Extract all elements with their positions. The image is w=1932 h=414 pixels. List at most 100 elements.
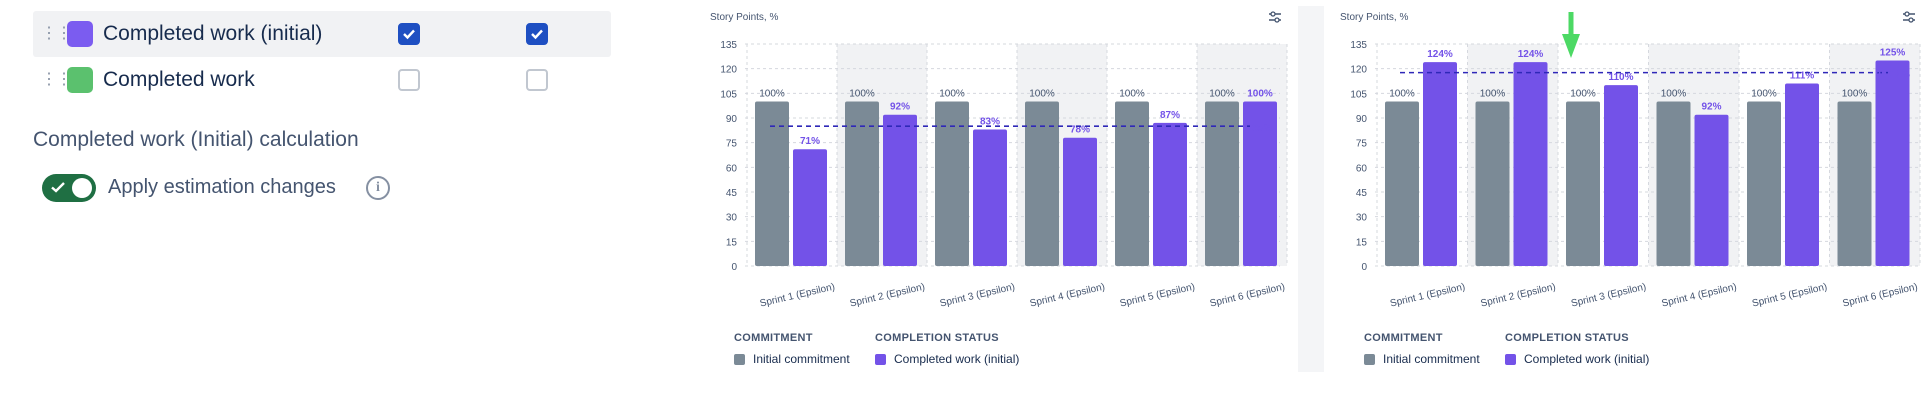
average-value-label: 85% <box>1252 123 1272 134</box>
y-axis-label: Story Points, % <box>710 12 778 23</box>
series-row-completed-work[interactable]: ⋮⋮ Completed work <box>33 57 611 103</box>
completion-bar <box>883 114 917 266</box>
legend-item-completed-work-initial[interactable]: Completed work (initial) <box>1505 352 1649 366</box>
commitment-bar <box>1205 101 1239 266</box>
chart-after: Story Points, % 0 15 30 45 60 75 90 105 120 135 100… <box>1330 0 1930 414</box>
legend-label: Initial commitment <box>753 352 850 366</box>
x-tick-label: Sprint 2 (Epsilon) <box>1480 282 1557 310</box>
y-tick-label: 15 <box>726 237 738 248</box>
y-tick-label: 120 <box>720 65 737 76</box>
commitment-value-label: 100% <box>1661 89 1687 100</box>
commitment-bar <box>1025 101 1059 266</box>
y-tick-label: 0 <box>1361 262 1367 273</box>
legend-swatch <box>1505 353 1516 365</box>
commitment-bar <box>845 101 879 266</box>
commitment-value-label: 100% <box>1751 89 1777 100</box>
y-tick-label: 105 <box>720 89 737 100</box>
toggle-knob <box>72 178 92 198</box>
x-tick-label: Sprint 6 (Epsilon) <box>1842 282 1919 310</box>
completion-bar <box>1153 122 1187 266</box>
completion-value-label: 124% <box>1427 49 1453 60</box>
y-tick-label: 45 <box>1356 188 1368 199</box>
x-tick-label: Sprint 2 (Epsilon) <box>849 282 926 310</box>
check-icon <box>51 182 65 193</box>
commitment-bar <box>1566 101 1600 266</box>
completion-bar <box>1694 114 1729 266</box>
chart-settings-icon[interactable] <box>1268 11 1282 23</box>
commitment-bar <box>1385 101 1419 266</box>
y-axis-label: Story Points, % <box>1340 12 1408 23</box>
y-tick-label: 30 <box>726 213 738 224</box>
apply-estimation-toggle[interactable] <box>42 174 96 202</box>
y-tick-label: 135 <box>720 40 737 51</box>
completion-value-label: 71% <box>800 136 820 147</box>
drag-handle-icon[interactable]: ⋮⋮ <box>41 71 72 88</box>
apply-estimation-label: Apply estimation changes <box>108 176 336 198</box>
commitment-bar <box>1656 101 1691 266</box>
legend-item-initial-commitment[interactable]: Initial commitment <box>734 352 850 366</box>
show-in-chart1-checkbox[interactable] <box>398 23 420 45</box>
completion-value-label: 92% <box>1701 102 1721 113</box>
y-tick-label: 0 <box>731 262 737 273</box>
legend-commitment-header: COMMITMENT <box>1364 332 1443 344</box>
completion-value-label: 110% <box>1608 72 1633 83</box>
completion-value-label: 100% <box>1247 89 1273 100</box>
y-tick-label: 135 <box>1350 40 1367 51</box>
completion-bar <box>1604 85 1638 266</box>
legend-item-completed-work-initial[interactable]: Completed work (initial) <box>875 352 1019 366</box>
completion-value-label: 125% <box>1880 47 1906 58</box>
legend-completion-header: COMPLETION STATUS <box>1505 332 1629 344</box>
legend-swatch <box>875 353 886 365</box>
series-color-swatch[interactable] <box>67 67 93 93</box>
commitment-value-label: 100% <box>1842 89 1868 100</box>
show-in-chart1-checkbox[interactable] <box>398 69 420 91</box>
y-tick-label: 120 <box>1350 65 1367 76</box>
bar-chart-svg: Story Points, % 0 15 30 45 60 75 90 105 120 135 100… <box>1340 12 1921 310</box>
commitment-bar <box>1475 101 1510 266</box>
series-color-swatch[interactable] <box>67 21 93 47</box>
commitment-value-label: 100% <box>1029 89 1055 100</box>
commitment-value-label: 100% <box>1209 89 1235 100</box>
completion-value-label: 83% <box>980 117 1000 128</box>
commitment-value-label: 100% <box>759 89 785 100</box>
drag-handle-icon[interactable]: ⋮⋮ <box>41 25 72 42</box>
y-tick-label: 45 <box>726 188 738 199</box>
series-label: Completed work (initial) <box>103 22 323 45</box>
y-tick-label: 90 <box>726 114 738 125</box>
commitment-value-label: 100% <box>1389 89 1415 100</box>
x-tick-label: Sprint 5 (Epsilon) <box>1751 282 1828 310</box>
commitment-value-label: 100% <box>1570 89 1596 100</box>
completion-value-label: 78% <box>1070 125 1090 136</box>
legend-swatch <box>1364 353 1375 365</box>
legend-label: Completed work (initial) <box>894 352 1020 366</box>
y-tick-label: 75 <box>1356 139 1368 150</box>
commitment-value-label: 100% <box>1119 89 1145 100</box>
show-in-chart2-checkbox[interactable] <box>526 23 548 45</box>
completion-bar <box>1063 137 1097 266</box>
y-tick-label: 90 <box>1356 114 1368 125</box>
legend-item-initial-commitment[interactable]: Initial commitment <box>1364 352 1480 366</box>
completion-value-label: 92% <box>890 102 910 113</box>
y-tick-label: 60 <box>726 163 738 174</box>
commitment-value-label: 100% <box>939 89 965 100</box>
info-icon[interactable]: i <box>366 176 390 200</box>
chart-before: Story Points, % 0 15 30 45 60 75 90 105 120 135 100… <box>700 0 1290 414</box>
series-row-completed-work-initial[interactable]: ⋮⋮ Completed work (initial) <box>33 11 611 57</box>
show-in-chart2-checkbox[interactable] <box>526 69 548 91</box>
y-tick-label: 30 <box>1356 213 1368 224</box>
commitment-value-label: 100% <box>1480 89 1506 100</box>
annotation-arrow-icon <box>1562 12 1580 58</box>
completion-bar <box>793 149 827 266</box>
legend-label: Completed work (initial) <box>1524 352 1650 366</box>
chart-divider <box>1298 6 1324 372</box>
x-tick-label: Sprint 6 (Epsilon) <box>1209 282 1286 310</box>
completion-value-label: 87% <box>1160 110 1180 121</box>
x-tick-label: Sprint 5 (Epsilon) <box>1119 282 1196 310</box>
y-tick-label: 105 <box>1350 89 1367 100</box>
legend-completion-header: COMPLETION STATUS <box>875 332 999 344</box>
check-icon <box>403 29 415 40</box>
completion-bar <box>1423 62 1457 266</box>
chart-settings-icon[interactable] <box>1902 11 1916 23</box>
commitment-bar <box>1115 101 1149 266</box>
completion-bar <box>1875 60 1910 266</box>
